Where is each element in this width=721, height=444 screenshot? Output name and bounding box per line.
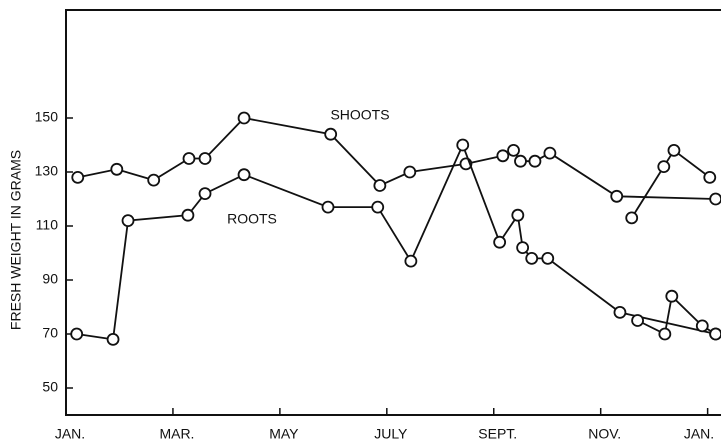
data-point [667, 143, 681, 157]
data-point [198, 187, 212, 201]
data-point [631, 314, 644, 327]
data-point [496, 149, 510, 163]
data-point [703, 170, 717, 184]
data-point [525, 251, 539, 265]
x-tick-label: NOV. [588, 426, 621, 442]
data-point [321, 200, 335, 214]
data-point [709, 327, 721, 341]
data-point [541, 251, 555, 265]
data-point [528, 154, 542, 168]
y-tick-label: 70 [42, 325, 58, 341]
data-point [182, 152, 196, 165]
y-tick-label: 130 [35, 163, 59, 179]
x-tick-label: MAY [269, 426, 299, 442]
data-point [371, 200, 385, 214]
y-tick-label: 110 [36, 217, 59, 233]
data-point [658, 327, 672, 341]
y-tick-label: 90 [42, 271, 58, 287]
data-point [324, 127, 338, 141]
data-point [70, 327, 84, 341]
data-point [625, 211, 639, 225]
data-point [110, 162, 124, 176]
data-point [516, 241, 530, 255]
x-tick-label: JAN. [684, 426, 714, 442]
series-label: ROOTS [227, 211, 277, 227]
data-point [493, 235, 507, 249]
data-point [404, 254, 418, 268]
data-point [237, 168, 251, 182]
series-line [77, 117, 716, 219]
data-point [695, 319, 709, 333]
data-point [665, 289, 679, 303]
data-point [147, 173, 161, 187]
y-axis-label: FRESH WEIGHT IN GRAMS [8, 150, 24, 330]
data-point [198, 152, 212, 165]
y-tick-label: 50 [42, 379, 58, 395]
x-tick-label: JULY [374, 426, 408, 442]
data-point [511, 208, 525, 222]
data-point [610, 189, 624, 203]
data-point [709, 192, 721, 206]
data-point [121, 214, 135, 228]
y-tick-label: 150 [35, 109, 59, 125]
data-point [543, 146, 557, 160]
data-point [106, 332, 120, 346]
data-point [181, 208, 195, 222]
data-point [403, 165, 417, 179]
x-tick-label: SEPT. [478, 426, 517, 442]
data-point [514, 154, 527, 168]
data-point [507, 143, 520, 157]
data-point [237, 111, 251, 125]
x-tick-label: MAR. [159, 426, 194, 442]
data-point [71, 170, 85, 184]
data-point [613, 305, 627, 319]
axis-frame [65, 9, 721, 416]
data-point [456, 138, 470, 152]
x-tick-label: JAN. [55, 426, 85, 442]
data-point [657, 160, 671, 174]
series-label: SHOOTS [330, 107, 389, 123]
data-point [373, 179, 387, 192]
